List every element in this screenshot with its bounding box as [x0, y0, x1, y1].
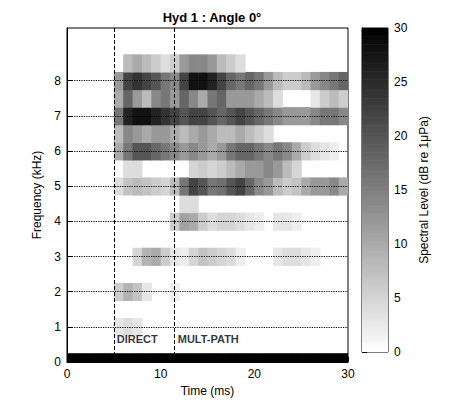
- svg-text:7: 7: [54, 109, 61, 123]
- svg-text:0: 0: [64, 367, 71, 381]
- svg-text:0: 0: [394, 345, 401, 359]
- svg-text:DIRECT: DIRECT: [117, 333, 158, 345]
- svg-text:10: 10: [154, 367, 168, 381]
- svg-text:Frequency (kHz): Frequency (kHz): [30, 151, 44, 240]
- svg-text:10: 10: [394, 237, 408, 251]
- svg-text:15: 15: [394, 183, 408, 197]
- svg-text:5: 5: [394, 291, 401, 305]
- svg-text:0: 0: [54, 355, 61, 369]
- svg-text:3: 3: [54, 250, 61, 264]
- svg-text:Spectral Level (dB re 1μPa): Spectral Level (dB re 1μPa): [417, 116, 431, 264]
- svg-text:20: 20: [394, 129, 408, 143]
- svg-text:25: 25: [394, 75, 408, 89]
- svg-text:20: 20: [248, 367, 262, 381]
- svg-text:30: 30: [341, 367, 355, 381]
- svg-text:Time (ms): Time (ms): [181, 384, 235, 398]
- svg-text:2: 2: [54, 285, 61, 299]
- svg-text:8: 8: [54, 74, 61, 88]
- svg-text:MULT-PATH: MULT-PATH: [178, 333, 239, 345]
- svg-text:6: 6: [54, 144, 61, 158]
- svg-text:30: 30: [394, 21, 408, 35]
- svg-text:5: 5: [54, 179, 61, 193]
- svg-text:4: 4: [54, 214, 61, 228]
- svg-text:Hyd 1 : Angle 0°: Hyd 1 : Angle 0°: [163, 10, 262, 25]
- svg-text:1: 1: [54, 320, 61, 334]
